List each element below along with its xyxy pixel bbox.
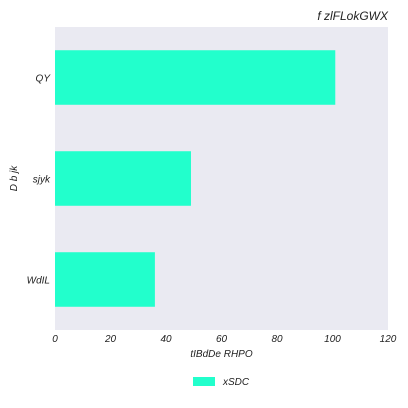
x-tick-label: 100 bbox=[324, 334, 341, 345]
y-tick-labels: QY sjyk WdIL bbox=[27, 74, 52, 287]
bars-group bbox=[55, 50, 336, 307]
legend-swatch bbox=[193, 377, 215, 386]
bar-QY bbox=[55, 50, 336, 105]
x-tick-label: 20 bbox=[104, 334, 117, 345]
y-axis-label: D b jk bbox=[9, 165, 20, 192]
x-axis-label: tIBdDe RHPO bbox=[190, 349, 252, 360]
x-tick-label: 0 bbox=[52, 334, 58, 345]
x-tick-label: 60 bbox=[216, 334, 228, 345]
y-tick-label: sjyk bbox=[33, 175, 51, 186]
chart-title: f zlFLokGWX bbox=[317, 9, 389, 23]
x-tick-label: 80 bbox=[271, 334, 283, 345]
legend-label: xSDC bbox=[222, 377, 250, 388]
x-tick-label: 120 bbox=[380, 334, 397, 345]
x-tick-labels: 0 20 40 60 80 100 120 bbox=[52, 334, 397, 345]
x-tick-label: 40 bbox=[160, 334, 172, 345]
legend: xSDC bbox=[193, 377, 250, 388]
y-tick-label: QY bbox=[36, 74, 52, 85]
bar-sjyk bbox=[55, 151, 191, 206]
bar-WdIL bbox=[55, 252, 155, 307]
y-tick-label: WdIL bbox=[27, 276, 50, 287]
